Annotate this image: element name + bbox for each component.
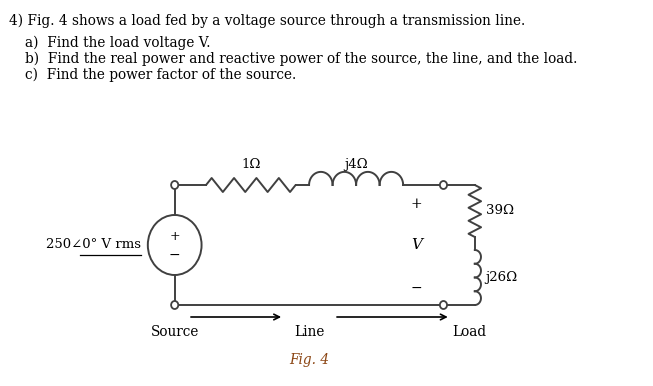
Text: b)  Find the real power and reactive power of the source, the line, and the load: b) Find the real power and reactive powe… <box>25 52 577 66</box>
Circle shape <box>440 301 447 309</box>
Text: 250∠0° V rms: 250∠0° V rms <box>46 239 140 252</box>
Text: +: + <box>169 230 180 242</box>
Circle shape <box>440 181 447 189</box>
Text: 4) Fig. 4 shows a load fed by a voltage source through a transmission line.: 4) Fig. 4 shows a load fed by a voltage … <box>9 14 525 29</box>
Circle shape <box>171 181 178 189</box>
Text: Fig. 4: Fig. 4 <box>289 353 329 367</box>
Text: −: − <box>411 281 422 295</box>
Text: Line: Line <box>294 325 325 339</box>
Text: Source: Source <box>150 325 199 339</box>
Text: 1Ω: 1Ω <box>241 158 261 171</box>
Text: Load: Load <box>453 325 486 339</box>
Text: +: + <box>411 197 422 211</box>
Text: j26Ω: j26Ω <box>486 271 518 284</box>
Text: 39Ω: 39Ω <box>486 205 513 217</box>
Text: −: − <box>169 248 180 262</box>
Text: V: V <box>411 238 422 252</box>
Circle shape <box>171 301 178 309</box>
Text: c)  Find the power factor of the source.: c) Find the power factor of the source. <box>25 68 296 82</box>
Text: a)  Find the load voltage V.: a) Find the load voltage V. <box>25 36 210 51</box>
Text: j4Ω: j4Ω <box>344 158 368 171</box>
